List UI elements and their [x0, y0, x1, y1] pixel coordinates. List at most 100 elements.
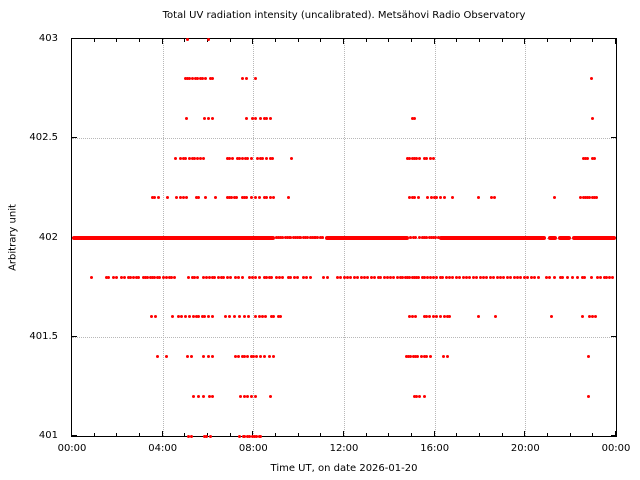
x-axis-tick [592, 433, 594, 436]
data-point [412, 394, 416, 398]
data-point [408, 275, 412, 279]
data-point [232, 196, 236, 200]
data-point [415, 275, 419, 279]
data-point [592, 196, 596, 200]
data-point [225, 196, 229, 200]
data-point [192, 156, 196, 160]
data-point [447, 315, 451, 319]
data-point [580, 275, 584, 279]
data-point [179, 156, 183, 160]
data-point [418, 394, 422, 398]
data-point [553, 275, 557, 279]
data-point [451, 275, 455, 279]
data-point [498, 275, 502, 279]
x-axis-tick [388, 433, 390, 436]
data-point [436, 236, 440, 239]
data-point [494, 315, 498, 319]
x-axis-tick [71, 39, 72, 44]
x-axis-tick [139, 39, 140, 42]
data-point [263, 116, 267, 120]
data-point [89, 275, 93, 279]
data-point [197, 196, 201, 200]
data-point [263, 355, 267, 359]
x-axis-tick [320, 433, 322, 436]
data-point [410, 196, 414, 200]
data-point [408, 156, 412, 160]
data-point [495, 275, 499, 279]
data-point [155, 275, 159, 279]
y-axis-tick [72, 38, 77, 39]
data-point [435, 196, 439, 200]
data-point [240, 196, 244, 200]
data-point [427, 236, 431, 239]
data-point [272, 315, 276, 319]
data-point [410, 116, 414, 120]
data-point [216, 275, 220, 279]
x-tick-label: 12:00 [329, 443, 359, 454]
data-point [378, 275, 382, 279]
data-point [425, 236, 429, 239]
data-point [425, 355, 429, 359]
data-point [249, 156, 253, 160]
data-point [411, 236, 415, 239]
data-point [249, 196, 253, 200]
y-tick-label: 402.5 [29, 132, 58, 144]
x-axis-tick [252, 431, 254, 436]
data-point [211, 275, 215, 279]
data-point [582, 275, 586, 279]
x-axis-tick [547, 39, 548, 42]
data-point [165, 196, 169, 200]
data-point [445, 315, 449, 319]
data-segment [558, 235, 571, 240]
data-point [252, 434, 256, 438]
data-point [432, 315, 436, 319]
data-point [225, 156, 229, 160]
data-point [428, 156, 432, 160]
data-point [228, 156, 232, 160]
x-axis-tick [456, 433, 458, 436]
data-point [458, 275, 462, 279]
data-point [417, 196, 421, 200]
data-point [426, 196, 430, 200]
y-tick-label: 401.5 [29, 330, 58, 342]
data-point [255, 434, 259, 438]
data-point [265, 116, 269, 120]
data-point [257, 275, 261, 279]
data-point [579, 196, 583, 200]
y-axis-tick [611, 38, 616, 39]
x-axis-tick [592, 39, 594, 42]
data-point [318, 236, 322, 239]
h-gridline [72, 336, 616, 338]
data-point [468, 275, 472, 279]
data-point [291, 236, 295, 239]
data-point [316, 236, 320, 239]
x-axis-tick [411, 39, 412, 42]
data-point [383, 275, 387, 279]
data-point [240, 77, 244, 81]
data-point [438, 196, 442, 200]
data-point [153, 275, 157, 279]
data-point [607, 275, 611, 279]
x-axis-tick [71, 431, 72, 436]
data-point [454, 275, 458, 279]
data-point [369, 275, 373, 279]
x-axis-tick [139, 433, 140, 436]
x-tick-label: 20:00 [510, 443, 540, 454]
data-point [148, 275, 152, 279]
data-point [492, 275, 496, 279]
x-axis-tick [207, 39, 208, 42]
data-point [242, 434, 246, 438]
y-tick-label: 401 [38, 430, 58, 441]
data-point [203, 434, 207, 438]
data-point [422, 315, 426, 319]
x-axis-tick [433, 39, 435, 44]
data-point [149, 315, 153, 319]
data-point [335, 275, 339, 279]
data-point [189, 355, 193, 359]
data-point [427, 315, 431, 319]
data-point [181, 156, 185, 160]
data-point [190, 77, 194, 81]
data-point [428, 355, 432, 359]
data-point [258, 355, 262, 359]
